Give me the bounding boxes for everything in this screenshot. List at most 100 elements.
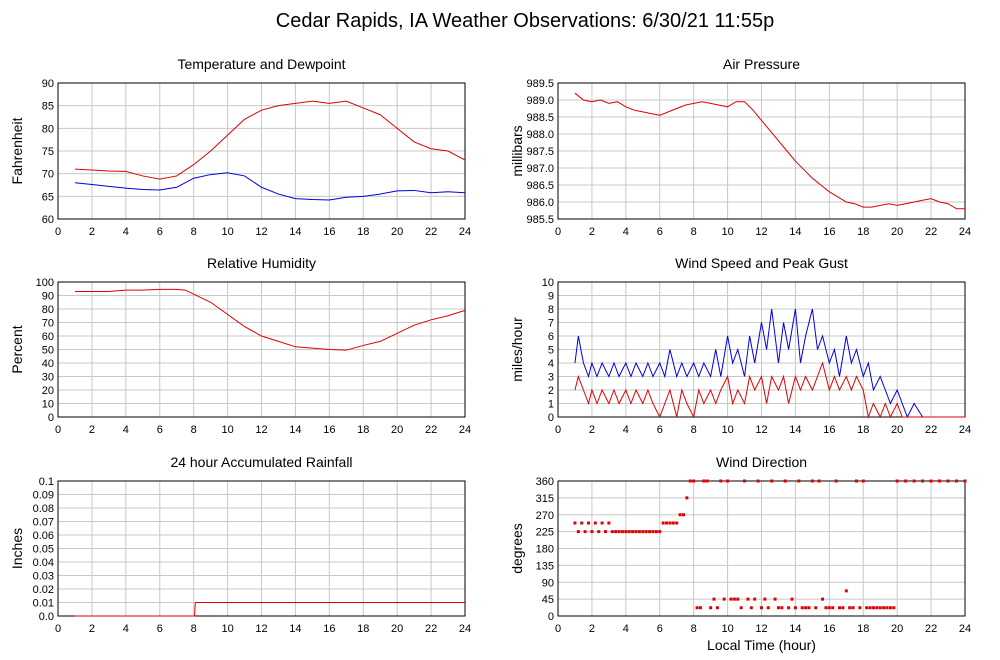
chart-direction: Wind Direction degrees Local Time (hour) 0 2… (509, 454, 971, 653)
data-point (814, 606, 818, 610)
data-point (858, 606, 862, 610)
data-point (773, 597, 777, 601)
data-point (904, 479, 908, 483)
data-point (644, 530, 648, 534)
x-tick-label: 0 (555, 623, 561, 635)
x-tick-label: 2 (589, 424, 595, 436)
x-tick-label: 14 (289, 623, 301, 635)
data-point (783, 479, 787, 483)
plot-frame (57, 82, 466, 220)
data-point (797, 479, 801, 483)
x-tick-label: 4 (123, 623, 129, 635)
y-tick-label: 10 (42, 399, 54, 411)
data-point (844, 589, 848, 593)
data-point (726, 479, 730, 483)
data-point (648, 530, 652, 534)
y-tick-label: 988.0 (526, 129, 554, 141)
data-point (871, 606, 875, 610)
data-point (617, 530, 621, 534)
data-point (607, 521, 611, 525)
data-point (671, 521, 675, 525)
data-point (861, 479, 865, 483)
data-point (892, 606, 896, 610)
x-tick-label: 8 (191, 424, 197, 436)
y-tick-label: 3 (548, 372, 554, 384)
y-tick-label: 0.01 (33, 598, 54, 610)
data-point (821, 597, 825, 601)
data-point (668, 521, 672, 525)
data-point (719, 479, 723, 483)
y-axis-label: miles/hour (509, 317, 525, 382)
x-tick-label: 6 (657, 424, 663, 436)
y-tick-label: 988.5 (526, 112, 554, 124)
x-tick-label: 12 (755, 424, 767, 436)
x-tick-label: 16 (323, 424, 335, 436)
data-point (665, 521, 669, 525)
y-tick-label: 85 (42, 101, 54, 113)
x-tick-label: 6 (657, 226, 663, 238)
x-tick-label: 22 (425, 424, 437, 436)
data-point (681, 513, 685, 517)
data-point (637, 530, 641, 534)
series-line (74, 172, 466, 201)
data-point (841, 606, 845, 610)
x-tick-label: 24 (959, 226, 971, 238)
data-point (878, 606, 882, 610)
y-tick-label: 987.5 (526, 146, 554, 158)
x-tick-label: 22 (425, 623, 437, 635)
y-tick-label: 0 (548, 611, 554, 623)
plot-frame (57, 281, 466, 418)
data-point (593, 521, 597, 525)
y-tick-label: 0.08 (33, 503, 54, 515)
data-point (654, 530, 658, 534)
data-point (912, 479, 916, 483)
data-point (712, 597, 716, 601)
y-tick-label: 65 (42, 191, 54, 203)
x-tick-label: 4 (623, 226, 629, 238)
series-line (74, 288, 466, 351)
x-tick-label: 10 (221, 623, 233, 635)
x-tick-label: 14 (789, 226, 801, 238)
y-tick-label: 100 (36, 277, 54, 289)
y-tick-label: 7 (548, 318, 554, 330)
y-tick-label: 5 (548, 345, 554, 357)
x-tick-label: 6 (657, 623, 663, 635)
x-tick-label: 18 (857, 424, 869, 436)
data-point (770, 479, 774, 483)
data-point (715, 606, 719, 610)
x-tick-label: 16 (823, 623, 835, 635)
y-tick-label: 45 (542, 594, 554, 606)
x-tick-label: 0 (555, 226, 561, 238)
x-tick-label: 18 (857, 226, 869, 238)
data-point (614, 530, 618, 534)
x-tick-label: 22 (425, 226, 437, 238)
data-point (895, 479, 899, 483)
data-point (848, 606, 852, 610)
data-point (746, 597, 750, 601)
data-point (763, 597, 767, 601)
y-tick-label: 0.05 (33, 544, 54, 556)
y-tick-label: 50 (42, 345, 54, 357)
chart-title: Wind Direction (716, 454, 807, 470)
data-point (583, 530, 587, 534)
x-tick-label: 14 (789, 623, 801, 635)
data-point (587, 521, 591, 525)
x-tick-label: 16 (323, 623, 335, 635)
data-point (776, 606, 780, 610)
data-point (620, 530, 624, 534)
data-point (800, 606, 804, 610)
x-tick-label: 20 (391, 226, 403, 238)
data-point (929, 479, 933, 483)
x-tick-label: 4 (123, 226, 129, 238)
y-axis-label: Inches (9, 528, 25, 569)
x-tick-label: 10 (221, 226, 233, 238)
data-point (685, 496, 689, 500)
x-tick-label: 22 (925, 226, 937, 238)
data-point (810, 479, 814, 483)
